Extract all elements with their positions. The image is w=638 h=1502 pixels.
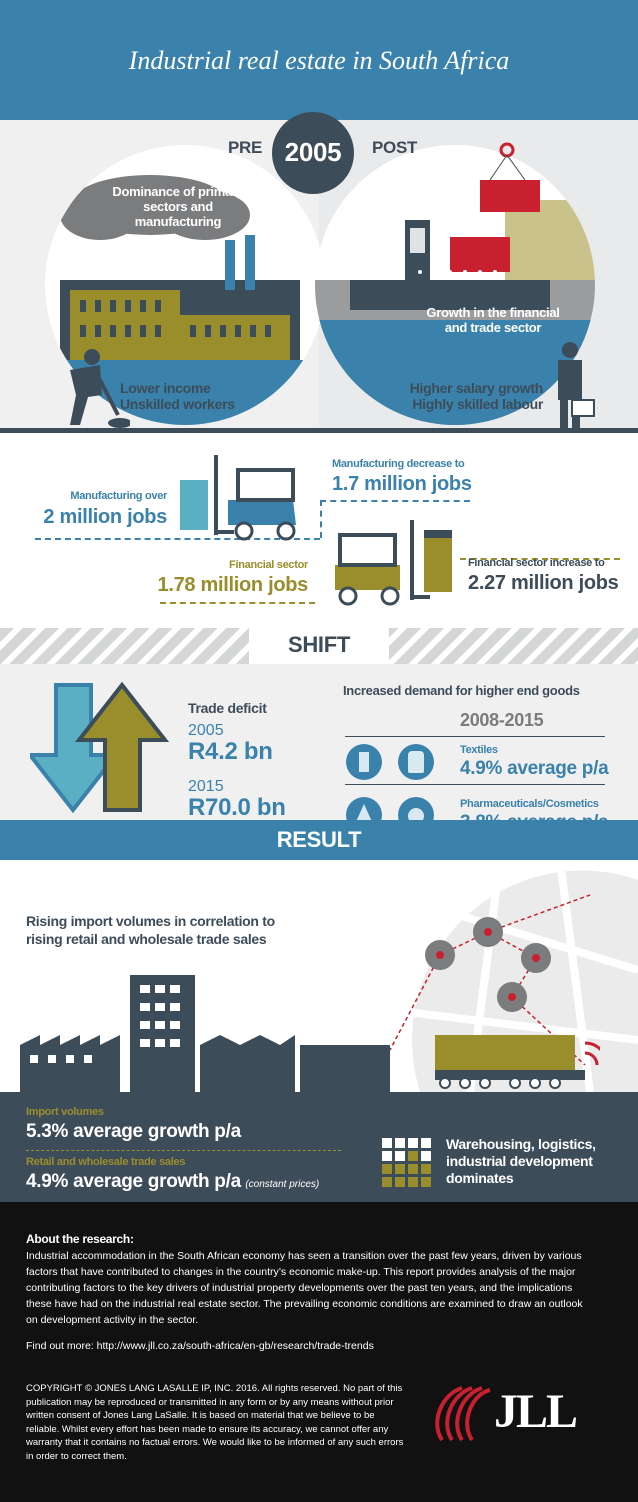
demand-heading: Increased demand for higher end goods bbox=[343, 683, 580, 698]
footer bbox=[0, 1202, 638, 1502]
jobs-panel bbox=[0, 433, 638, 628]
result-bar bbox=[0, 820, 638, 860]
textiles-label: Textiles bbox=[460, 744, 498, 756]
import-value: 5.3% average growth p/a bbox=[26, 1121, 241, 1142]
trade-year-2015: 2015 bbox=[188, 778, 224, 795]
textiles-value: 4.9% average p/a bbox=[460, 758, 609, 779]
mfg-decrease-value: 1.7 million jobs bbox=[332, 473, 472, 495]
shift-heading: SHIFT bbox=[287, 632, 351, 657]
trade-year-2005: 2005 bbox=[188, 722, 224, 739]
fin-increase-label: Financial sector increase to bbox=[468, 557, 605, 569]
jll-logo-text: JLL bbox=[494, 1385, 578, 1438]
laborer-icon bbox=[70, 349, 130, 428]
about-text: Industrial accommodation in the South Af… bbox=[26, 1250, 583, 1326]
trade-deficit-label: Trade deficit bbox=[188, 700, 267, 716]
forklift-olive-icon bbox=[335, 520, 452, 606]
fin-increase-dash bbox=[460, 558, 620, 560]
import-label: Import volumes bbox=[26, 1106, 104, 1118]
post-worker-line2: Highly skilled labour bbox=[412, 396, 543, 412]
pre-cloud-text: Dominance of primary sectors and manufac… bbox=[112, 184, 244, 229]
mfg-dash-line bbox=[35, 538, 320, 540]
period-label: 2008-2015 bbox=[460, 710, 544, 730]
mfg-decrease-dash bbox=[320, 500, 470, 502]
businessman-icon bbox=[558, 342, 595, 428]
stats-band bbox=[0, 1092, 638, 1202]
post-label: POST bbox=[372, 138, 418, 157]
mfg-step-line bbox=[320, 500, 322, 538]
pre-worker-line1: Lower income bbox=[120, 380, 211, 396]
mfg-over-label: Manufacturing over bbox=[70, 490, 167, 502]
demand-rule-1 bbox=[345, 736, 605, 737]
pharma-label: Pharmaceuticals/Cosmetics bbox=[460, 798, 599, 810]
trade-value-2005: R4.2 bn bbox=[188, 738, 273, 765]
fin-label: Financial sector bbox=[229, 559, 308, 571]
year-badge-text: 2005 bbox=[284, 137, 342, 167]
retail-value: 4.9% average growth p/a bbox=[26, 1171, 241, 1192]
retail-row: 4.9% average growth p/a (constant prices… bbox=[26, 1171, 319, 1193]
fin-dash-line bbox=[160, 602, 315, 604]
trade-arrows-icon bbox=[30, 681, 170, 814]
industrial-skyline bbox=[20, 975, 600, 1092]
find-out-link[interactable]: Find out more: http://www.jll.co.za/sout… bbox=[26, 1340, 374, 1352]
stats-dash-line bbox=[26, 1150, 341, 1151]
post-circle-text: Growth in the financial and trade sector bbox=[426, 305, 560, 335]
retail-label: Retail and wholesale trade sales bbox=[26, 1156, 186, 1168]
mfg-decrease-label: Manufacturing decrease to bbox=[332, 458, 465, 470]
mfg-over-value: 2 million jobs bbox=[43, 506, 167, 528]
retail-note: (constant prices) bbox=[245, 1179, 320, 1190]
rising-line-1: Rising import volumes in correlation to bbox=[26, 913, 275, 929]
pre-label: PRE bbox=[228, 138, 263, 157]
year-badge bbox=[272, 112, 354, 194]
result-heading: RESULT bbox=[276, 827, 362, 852]
ground-line bbox=[0, 428, 638, 433]
shift-box bbox=[249, 628, 389, 664]
jll-logo-mark bbox=[435, 1386, 491, 1442]
header-band bbox=[0, 0, 638, 120]
about-heading: About the research: bbox=[26, 1232, 134, 1246]
rising-line-2: rising retail and wholesale trade sales bbox=[26, 931, 267, 947]
post-worker-line1: Higher salary growth bbox=[409, 380, 544, 396]
thread-icon-spool bbox=[359, 752, 369, 772]
flask-icon-shape bbox=[355, 804, 373, 824]
trade-value-2015: R70.0 bn bbox=[188, 794, 286, 821]
page-title: Industrial real estate in South Africa bbox=[128, 46, 510, 75]
dress-form-icon-body bbox=[408, 751, 424, 773]
fin-value: 1.78 million jobs bbox=[157, 574, 309, 596]
port-illustration bbox=[315, 142, 595, 425]
copyright-text: COPYRIGHT © JONES LANG LASALLE IP, INC. … bbox=[26, 1383, 404, 1462]
fin-increase-value: 2.27 million jobs bbox=[468, 572, 619, 594]
demand-rule-2 bbox=[345, 784, 605, 785]
warehousing-text: Warehousing, logistics, industrial devel… bbox=[446, 1136, 596, 1186]
pre-worker-line2: Unskilled workers bbox=[120, 396, 235, 412]
forklift-blue-icon bbox=[180, 455, 296, 541]
warehouse-boxes-icon bbox=[382, 1138, 431, 1187]
